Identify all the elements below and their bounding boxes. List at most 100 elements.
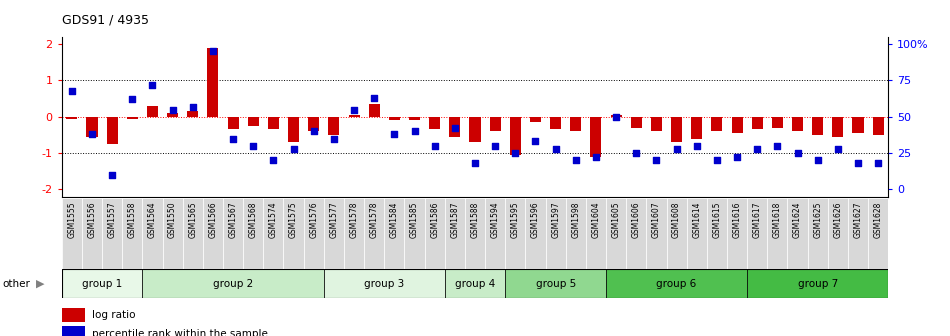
Point: [306, 129, 321, 134]
Bar: [671, 117, 682, 142]
Text: GSM1566: GSM1566: [208, 202, 218, 239]
Bar: [465, 198, 485, 269]
Bar: [808, 198, 827, 269]
Point: [507, 150, 522, 156]
Text: other: other: [2, 279, 29, 289]
Bar: [707, 198, 727, 269]
Text: log ratio: log ratio: [92, 310, 136, 320]
Text: group 4: group 4: [455, 279, 495, 289]
Bar: [349, 115, 360, 117]
Text: GSM1550: GSM1550: [168, 202, 177, 239]
Bar: [268, 117, 279, 129]
Bar: [827, 198, 848, 269]
Text: GSM1584: GSM1584: [390, 202, 399, 238]
Point: [528, 139, 543, 144]
Bar: [364, 198, 385, 269]
Point: [770, 143, 785, 149]
Bar: [369, 104, 380, 117]
Text: GSM1568: GSM1568: [249, 202, 257, 238]
Bar: [106, 117, 118, 144]
Text: GSM1624: GSM1624: [793, 202, 802, 238]
Bar: [167, 113, 179, 117]
Bar: [550, 117, 561, 129]
Bar: [469, 117, 481, 142]
Point: [144, 82, 160, 88]
Text: GSM1614: GSM1614: [693, 202, 701, 238]
Bar: [409, 117, 420, 120]
Bar: [344, 198, 364, 269]
Point: [730, 155, 745, 160]
Text: GSM1615: GSM1615: [712, 202, 721, 238]
Bar: [182, 198, 203, 269]
Point: [286, 146, 301, 151]
Bar: [590, 117, 601, 157]
Point: [649, 158, 664, 163]
Text: group 2: group 2: [213, 279, 254, 289]
Point: [710, 158, 725, 163]
Bar: [505, 198, 525, 269]
Bar: [324, 198, 344, 269]
Bar: [505, 269, 606, 298]
Bar: [82, 198, 102, 269]
Bar: [228, 117, 238, 129]
Bar: [570, 117, 581, 131]
Point: [689, 143, 704, 149]
Text: GSM1604: GSM1604: [592, 202, 600, 239]
Point: [428, 143, 443, 149]
Text: GSM1616: GSM1616: [732, 202, 742, 238]
Bar: [389, 117, 400, 120]
Point: [790, 150, 806, 156]
Text: GSM1574: GSM1574: [269, 202, 278, 239]
Bar: [62, 326, 85, 336]
Bar: [203, 198, 223, 269]
Text: GSM1564: GSM1564: [148, 202, 157, 239]
Bar: [727, 198, 747, 269]
Bar: [611, 115, 621, 117]
Text: GSM1556: GSM1556: [87, 202, 97, 239]
Bar: [445, 198, 465, 269]
Bar: [525, 198, 545, 269]
Bar: [308, 117, 319, 131]
Bar: [646, 198, 667, 269]
Bar: [606, 269, 747, 298]
Point: [367, 95, 382, 100]
Text: GSM1588: GSM1588: [470, 202, 480, 238]
Point: [124, 97, 140, 102]
Text: GSM1594: GSM1594: [490, 202, 500, 239]
Text: GSM1565: GSM1565: [188, 202, 198, 239]
Point: [830, 146, 846, 151]
Text: GSM1557: GSM1557: [107, 202, 117, 239]
Text: GSM1617: GSM1617: [752, 202, 762, 238]
Bar: [792, 117, 803, 131]
Bar: [126, 117, 138, 119]
Text: GSM1606: GSM1606: [632, 202, 640, 239]
Point: [387, 131, 402, 137]
Bar: [147, 106, 158, 117]
Point: [568, 158, 583, 163]
Bar: [162, 198, 182, 269]
Point: [266, 158, 281, 163]
Point: [588, 155, 603, 160]
Text: group 5: group 5: [536, 279, 576, 289]
Bar: [852, 117, 864, 133]
Text: GSM1576: GSM1576: [310, 202, 318, 239]
Bar: [304, 198, 324, 269]
Bar: [445, 269, 505, 298]
Bar: [283, 198, 304, 269]
Point: [104, 172, 120, 177]
Bar: [485, 198, 505, 269]
Bar: [86, 117, 98, 137]
Point: [870, 161, 885, 166]
Bar: [848, 198, 868, 269]
Bar: [329, 117, 339, 135]
Text: GSM1608: GSM1608: [672, 202, 681, 238]
Bar: [405, 198, 425, 269]
Bar: [288, 117, 299, 142]
Bar: [651, 117, 662, 131]
Text: GSM1596: GSM1596: [531, 202, 540, 239]
Bar: [102, 198, 123, 269]
Bar: [207, 48, 218, 117]
Bar: [62, 198, 82, 269]
Text: GSM1598: GSM1598: [571, 202, 580, 238]
Bar: [788, 198, 808, 269]
